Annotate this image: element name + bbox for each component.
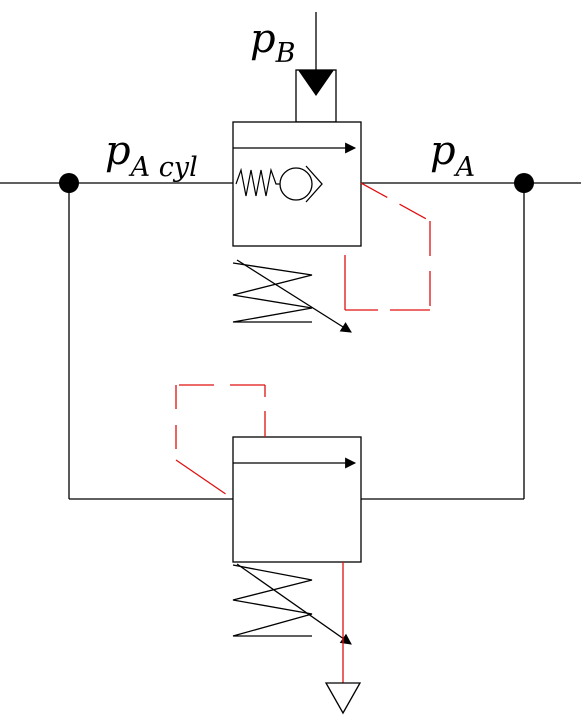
label-p-a: pA — [430, 128, 475, 183]
label-p-b: pB — [250, 16, 295, 69]
lower-adjustable-spring — [232, 564, 313, 637]
lower-valve — [232, 436, 362, 715]
upper-valve — [232, 69, 362, 333]
pilot-lines — [175, 182, 431, 500]
upper-pilot-diag — [360, 182, 431, 222]
check-spring — [235, 167, 281, 197]
main-lines — [0, 12, 581, 500]
check-seat — [305, 165, 323, 203]
pilot-b-arrowhead — [298, 70, 334, 96]
label-p-a-cyl: pA cyl — [105, 128, 198, 183]
lower-pilot-diag — [175, 459, 234, 500]
junction-left-dot — [59, 173, 79, 193]
upper-adjustable-spring — [232, 262, 313, 323]
upper-spring-adjust-arrow — [236, 259, 352, 333]
lower-spring-adjust-arrow — [236, 563, 352, 645]
junction-right-dot — [514, 173, 534, 193]
lower-valve-body — [232, 436, 362, 563]
check-ball-icon — [279, 167, 313, 201]
tank-icon — [324, 682, 362, 715]
